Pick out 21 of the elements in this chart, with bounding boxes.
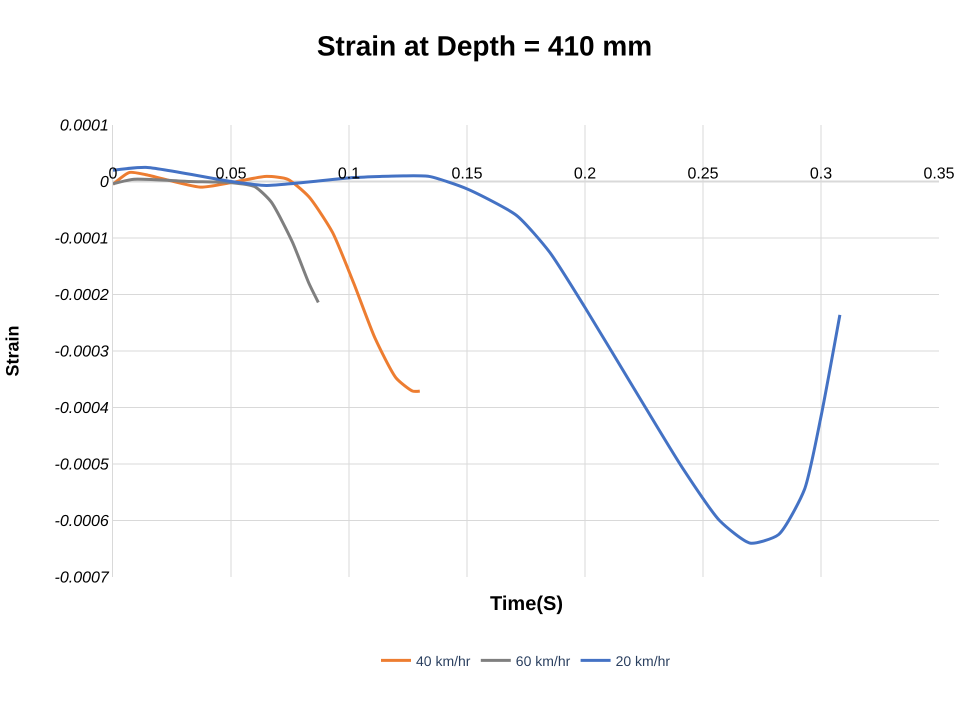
x-tick-label: 0.15 [451, 165, 483, 182]
y-tick-label: -0.0005 [54, 456, 109, 474]
x-tick-label: 0.25 [687, 165, 719, 182]
y-tick-label: -0.0006 [54, 513, 109, 530]
legend-label: 40 km/hr [416, 652, 471, 669]
y-tick-label: -0.0003 [54, 344, 109, 361]
y-tick-label: 0.0001 [60, 118, 109, 135]
line-series [113, 178, 320, 304]
y-tick-label: -0.0001 [54, 230, 109, 248]
x-tick-label: 0.05 [215, 165, 247, 182]
x-tick-label: 0.35 [923, 165, 955, 182]
y-axis-title: Strain [2, 325, 23, 377]
y-tick-label: -0.0002 [54, 287, 109, 304]
x-tick-label: 0.2 [574, 165, 596, 182]
x-axis-title: Time(S) [490, 593, 563, 615]
y-tick-label: -0.0007 [54, 570, 110, 587]
chart-title: Strain at Depth = 410 mm [316, 30, 652, 62]
legend-label: 20 km/hr [616, 652, 670, 669]
legend-label: 60 km/hr [516, 652, 571, 669]
x-tick-label: 0.3 [810, 165, 832, 182]
y-tick-label: -0.0004 [54, 400, 109, 418]
